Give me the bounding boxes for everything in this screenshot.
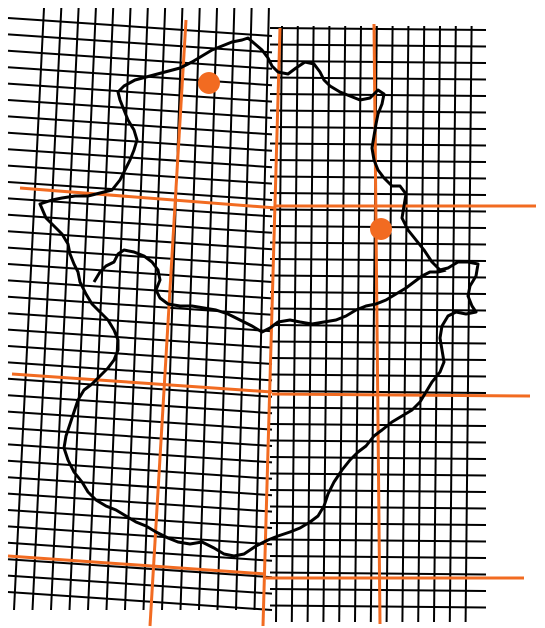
grid-line-horizontal — [7, 246, 273, 267]
grid-line-horizontal — [269, 27, 487, 31]
grid-line-horizontal — [7, 164, 273, 185]
grid-line-horizontal — [7, 377, 273, 398]
grid-line-vertical — [13, 7, 45, 611]
grid-line-horizontal — [269, 604, 487, 609]
grid-line-vertical — [401, 25, 410, 623]
grid-line-horizontal — [269, 175, 487, 180]
markers-layer — [198, 72, 392, 240]
grid-line-horizontal — [7, 492, 273, 513]
grid-line-horizontal — [7, 66, 273, 87]
grid-line-horizontal — [7, 574, 273, 595]
grid-line-horizontal — [7, 33, 273, 54]
grid-line-vertical — [161, 7, 184, 611]
grid-line-horizontal — [7, 181, 273, 201]
grid-right-block — [269, 25, 487, 623]
major-grid-line-horizontal — [19, 186, 277, 210]
grid-line-vertical — [322, 25, 331, 623]
grid-line-horizontal — [7, 476, 273, 497]
grid-line-horizontal — [7, 99, 273, 119]
grid-line-horizontal — [7, 295, 273, 316]
grid-line-vertical — [50, 7, 80, 611]
grid-line-horizontal — [7, 49, 273, 70]
grid-line-horizontal — [269, 126, 487, 130]
grid-line-horizontal — [269, 241, 487, 246]
grid-line-vertical — [290, 25, 299, 623]
grid-line-horizontal — [269, 76, 487, 81]
grid-line-vertical — [235, 7, 253, 611]
grid-line-horizontal — [269, 43, 487, 48]
grid-line-horizontal — [7, 213, 273, 234]
grid-line-horizontal — [7, 230, 273, 251]
grid-line-horizontal — [269, 192, 487, 196]
marker-north-circle-marker[interactable] — [198, 72, 220, 94]
grid-line-horizontal — [7, 427, 273, 447]
grid-line-vertical — [464, 25, 473, 623]
grid-line-vertical — [417, 25, 426, 623]
grid-line-horizontal — [7, 394, 273, 415]
grid-line-vertical — [216, 7, 236, 611]
grid-line-horizontal — [7, 328, 273, 349]
grid-left-block — [7, 7, 273, 611]
grid-line-horizontal — [269, 258, 487, 262]
grid-line-horizontal — [7, 82, 273, 103]
grid-line-horizontal — [269, 93, 487, 97]
grid-line-horizontal — [7, 131, 273, 152]
major-grid-line-horizontal — [271, 392, 531, 398]
grid-line-horizontal — [7, 525, 273, 546]
grid-line-vertical — [354, 25, 362, 623]
major-grid-line-vertical — [148, 19, 188, 627]
grid-line-horizontal — [7, 459, 273, 480]
grid-line-horizontal — [7, 148, 273, 169]
grid-line-vertical — [68, 7, 97, 611]
region-outline — [38, 36, 480, 558]
grid-line-horizontal — [269, 208, 487, 213]
grid-line-vertical — [31, 7, 63, 611]
grid-line-horizontal — [269, 159, 487, 163]
major-grid-line-horizontal — [11, 372, 273, 394]
grid-line-vertical — [385, 25, 394, 623]
grid-line-vertical — [338, 25, 347, 623]
major-grid-line-horizontal — [7, 554, 267, 576]
grid-line-horizontal — [7, 361, 273, 382]
grid-line-horizontal — [7, 509, 273, 529]
marker-east-circle-marker[interactable] — [370, 218, 392, 240]
grid-line-horizontal — [7, 443, 273, 464]
grid-line-vertical — [87, 7, 115, 611]
grid-line-horizontal — [7, 17, 273, 37]
grid-line-horizontal — [7, 263, 273, 283]
grid-line-vertical — [448, 25, 457, 623]
grid-line-horizontal — [7, 410, 273, 431]
grid-line-horizontal — [269, 588, 487, 592]
grid-line-horizontal — [7, 312, 273, 333]
grid-line-horizontal — [7, 279, 273, 300]
grid-line-vertical — [142, 7, 167, 611]
grid-line-horizontal — [7, 345, 273, 365]
grid-line-vertical — [433, 25, 441, 623]
grid-line-horizontal — [7, 115, 273, 136]
grid-line-horizontal — [7, 558, 273, 579]
grid-line-horizontal — [7, 541, 273, 562]
grid-line-horizontal — [269, 142, 487, 147]
grid-line-horizontal — [7, 591, 273, 611]
